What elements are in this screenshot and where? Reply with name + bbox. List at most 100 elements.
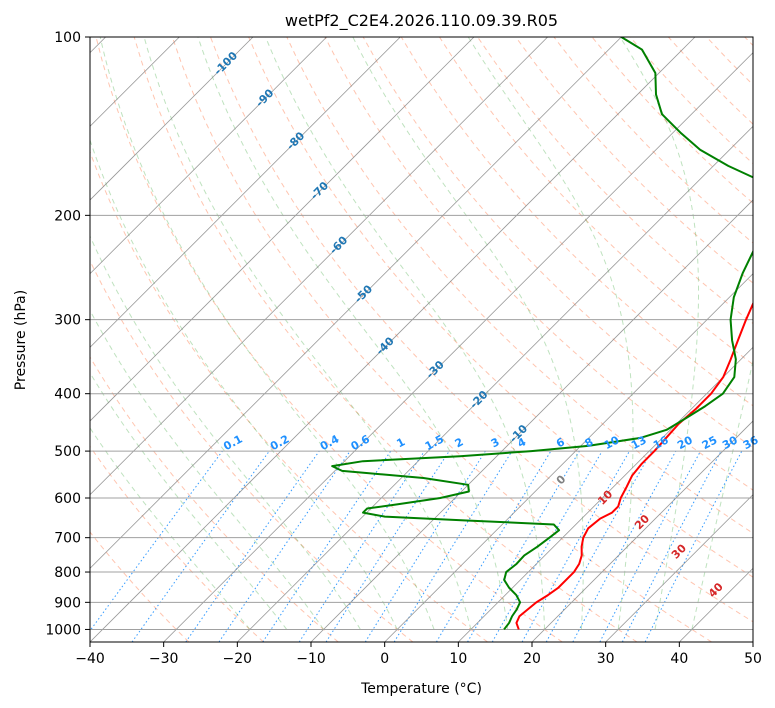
isotherm-line [310,199,753,642]
isotherm-label: -60 [327,233,350,256]
dry-adiabat [210,37,753,623]
dry-adiabat [248,37,753,578]
dry-adiabat [90,150,488,642]
mixing-ratio-label: 25 [700,433,720,452]
y-tick-label: 200 [54,208,81,224]
dry-adiabat [515,37,753,284]
moist-adiabat [90,371,288,630]
y-tick-label: 100 [54,30,81,46]
moist-adiabat [467,37,634,630]
mixing-ratio-label: 13 [629,433,649,452]
dry-adiabat [133,37,638,642]
isotherm-line [679,567,753,642]
mixing-ratio-label: 0.4 [318,432,342,453]
moist-adiabat [90,427,251,630]
dry-adiabat [90,531,190,642]
isotherm-line [237,125,753,642]
mixing-ratio-label: 3 [489,435,502,450]
mixing-ratio-line [185,450,320,642]
isotherm-label: -50 [352,282,375,305]
mixing-ratio-label: 0.2 [268,433,291,454]
mixing-ratio-line [325,450,450,642]
y-tick-label: 400 [54,387,81,403]
mixing-ratio-label: 30 [720,433,740,452]
mixing-ratio-label: 0.1 [221,433,244,454]
moist-adiabat-label: 0 [554,472,569,487]
temperature-line [515,301,753,630]
x-tick-label: −30 [149,651,179,667]
dry-adiabat [90,356,339,642]
moist-adiabat [90,234,361,630]
mixing-ratio-line [218,450,351,642]
mixing-ratio-label: 1 [394,435,407,450]
isotherm-label: -100 [211,49,240,78]
mixing-ratio-line [521,450,630,642]
dry-adiabat [95,37,563,642]
moist-adiabat [691,358,753,630]
x-tick-label: −20 [223,651,253,667]
y-tick-label: 300 [54,313,81,329]
background-lines [90,37,753,642]
mixing-ratio-line [644,450,743,642]
mixing-ratio-line [393,450,513,642]
x-tick-label: 40 [670,651,688,667]
x-tick-label: 50 [744,651,762,667]
mixing-ratio-label: 2 [453,435,466,450]
mixing-ratio-label: 36 [741,433,761,452]
mixing-ratio-line [262,450,392,642]
mixing-ratio-line [131,450,270,642]
isotherm-label: -70 [308,179,331,202]
x-tick-label: −40 [75,651,105,667]
axes: −40 −30 −20 −10 0 10 20 30 40 5010009008007006005… [45,30,762,667]
dewpoint-line [331,37,753,631]
mixing-ratio-label: 16 [651,433,671,452]
isotherm-label: -80 [284,129,307,152]
mixing-ratio-label: 1.5 [423,433,446,454]
x-tick-label: 10 [449,651,467,667]
mixing-ratio-line [545,450,653,642]
y-tick-label: 700 [54,531,81,547]
mixing-ratio-line [364,450,486,642]
x-tick-label: 30 [597,651,615,667]
x-axis-label: Temperature (°C) [360,681,482,697]
y-tick-label: 500 [54,444,81,460]
dry-adiabat [744,37,753,47]
moist-adiabat [143,37,472,630]
isotherm-label: -30 [424,358,447,381]
mixing-ratio-label: 0.6 [349,432,373,453]
y-tick-label: 1000 [45,622,81,638]
x-tick-label: 0 [380,651,389,667]
dry-adiabat [706,37,753,86]
isotherm-line [531,420,753,642]
isotherm-line [90,37,548,496]
mixing-ratio-line [298,450,425,642]
isotherm-line [752,641,753,642]
mixing-ratio-line [599,450,701,642]
isotherm-line [458,346,753,642]
dry-adiabat [90,445,264,642]
x-tick-label: 20 [523,651,541,667]
profile-lines [331,37,753,631]
x-tick-label: −10 [296,651,326,667]
y-tick-label: 600 [54,491,81,507]
dry-adiabat [553,37,753,244]
isotherm-line [384,273,753,642]
isotherm-line [90,37,622,569]
dry-adiabat [400,37,753,407]
moist-adiabat [90,138,398,630]
isotherm-line [163,52,753,642]
moist-adiabat [352,37,584,630]
moist-adiabat [619,37,700,630]
mixing-ratio-line [572,450,677,642]
isotherm-line [605,494,753,642]
mixing-ratio-line [90,450,223,632]
mixing-ratio-label: 8 [583,435,596,450]
dry-adiabat [439,37,753,366]
isotherm-line [90,37,254,201]
moist-adiabat [265,37,546,630]
y-tick-label: 800 [54,565,81,581]
isotherm-label: -90 [253,86,276,109]
isotherm-line [90,37,475,422]
